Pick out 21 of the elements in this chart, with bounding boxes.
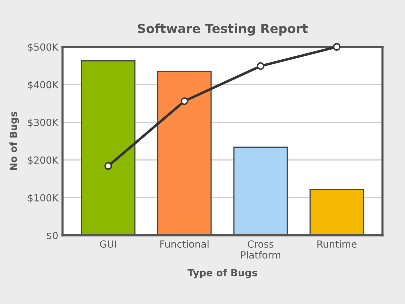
x-tick-label: Functional xyxy=(160,240,209,248)
x-tick-label: Cross Platform xyxy=(241,240,281,259)
x-tick-label: GUI xyxy=(100,240,116,248)
y-tick-label: $100K xyxy=(28,194,59,204)
bar xyxy=(157,71,212,236)
bar xyxy=(310,189,364,236)
x-tick-label: Runtime xyxy=(318,240,357,248)
bar xyxy=(234,146,288,236)
y-tick-label: $0 xyxy=(47,232,58,241)
chart-title: Software Testing Report xyxy=(138,24,308,36)
y-tick-label: $500K xyxy=(28,43,59,52)
point xyxy=(257,62,265,70)
y-tick-label: $200K xyxy=(28,156,59,166)
point xyxy=(333,43,341,51)
bar xyxy=(81,60,136,236)
y-tick-label: $300K xyxy=(28,118,59,128)
point xyxy=(180,98,188,106)
y-axis-title: No of Bugs xyxy=(10,112,20,170)
point xyxy=(104,162,112,170)
x-axis-title: Type of Bugs xyxy=(188,269,258,279)
y-tick-label: $400K xyxy=(28,81,59,90)
